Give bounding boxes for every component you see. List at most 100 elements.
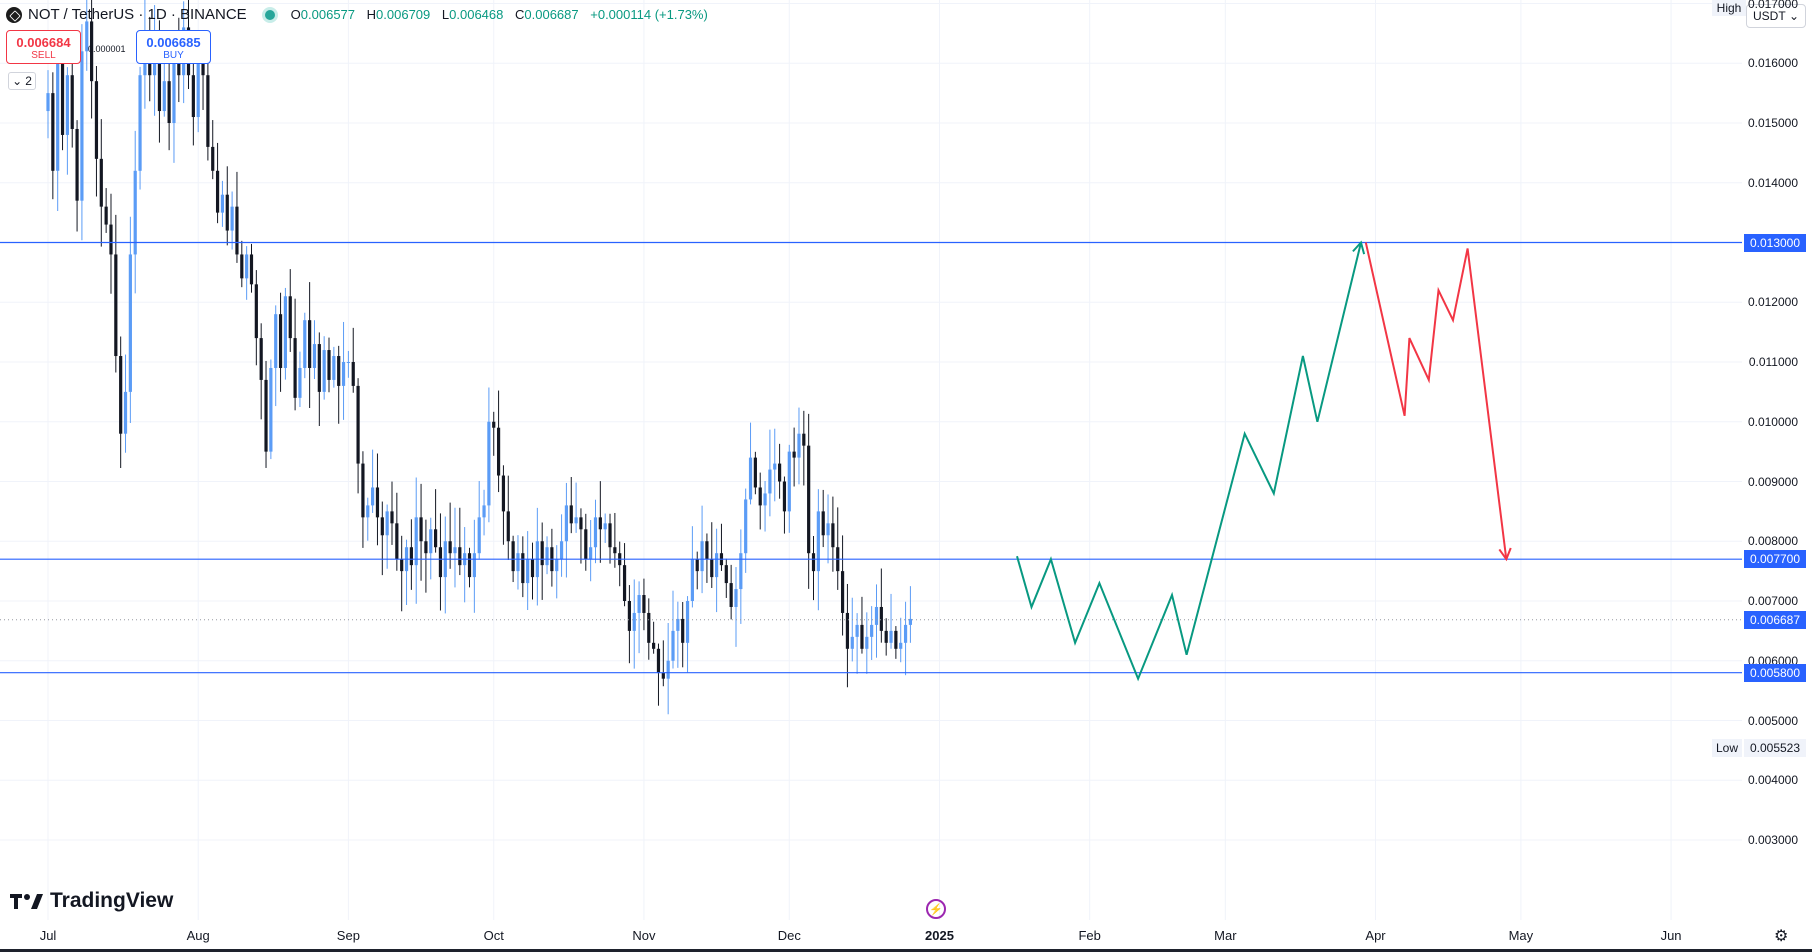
chevron-down-icon: ⌄: [12, 74, 23, 88]
time-tick-label: Aug: [186, 928, 210, 943]
settings-gear-icon[interactable]: ⚙: [1774, 928, 1789, 945]
candle-body: [119, 356, 123, 434]
candle-body: [191, 75, 195, 118]
projection-path-up[interactable]: [1016, 242, 1362, 682]
candle-body: [763, 493, 767, 506]
candle-body: [308, 320, 312, 368]
candle-body: [748, 457, 753, 500]
candle-body: [492, 421, 496, 428]
candle-body: [128, 254, 132, 392]
go-to-realtime-icon[interactable]: ⚡: [926, 899, 946, 919]
candle-body: [598, 517, 602, 530]
price-tick-label: 0.012000: [1747, 295, 1798, 310]
level-price-tag: 0.013000: [1744, 233, 1806, 252]
candle-body: [676, 618, 680, 631]
candle-body: [298, 367, 302, 398]
candle-body: [327, 350, 331, 380]
candle-body: [681, 618, 685, 643]
buy-button[interactable]: 0.006685 BUY: [136, 30, 211, 64]
candle-body: [167, 81, 171, 123]
candle-body: [429, 529, 433, 554]
candle-body: [211, 146, 215, 171]
time-tick-label: Apr: [1365, 928, 1386, 943]
time-tick-label: Mar: [1214, 928, 1237, 943]
candle-body: [395, 523, 399, 560]
projection-arrowhead-down: [1498, 547, 1512, 562]
time-tick-label: May: [1508, 928, 1534, 943]
time-tick-label: Nov: [632, 928, 656, 943]
candle-body: [671, 630, 675, 661]
candle-body: [90, 21, 94, 82]
candle-body: [351, 362, 355, 386]
candle-body: [685, 601, 690, 643]
candle-body: [424, 541, 428, 554]
candle-body: [870, 624, 874, 637]
candle-body: [559, 541, 564, 560]
candle-body: [225, 194, 229, 231]
candle-body: [593, 517, 598, 548]
price-tick-label: 0.014000: [1747, 175, 1798, 190]
price-tick-label: 0.005000: [1747, 713, 1798, 728]
candle-body: [506, 511, 510, 542]
candle-body: [715, 553, 719, 578]
candle-body: [341, 362, 346, 386]
time-tick-label: Oct: [483, 928, 504, 943]
candle-body: [65, 75, 69, 135]
candle-body: [632, 612, 636, 631]
projection-path-down[interactable]: [1364, 242, 1508, 560]
price-tick-label: 0.016000: [1747, 56, 1798, 71]
candle-body: [739, 553, 743, 590]
low-value-tag: 0.005523: [1744, 739, 1806, 757]
candle-body: [608, 523, 612, 548]
candle-body: [51, 93, 55, 171]
candle-body: [545, 547, 549, 566]
symbol-info: NOT / TetherUS · 1D · BINANCE O0.006577 …: [6, 6, 716, 23]
coin-logo-icon: [6, 6, 22, 23]
candle-body: [705, 541, 709, 560]
candle-body: [346, 362, 350, 363]
candle-body: [288, 296, 292, 339]
candle-body: [782, 481, 787, 512]
candle-body: [826, 523, 830, 536]
candle-body: [903, 624, 908, 643]
candle-body: [758, 487, 762, 506]
currency-select[interactable]: USDT ⌄: [1746, 4, 1806, 28]
candle-body: [695, 559, 699, 572]
candle-body: [438, 547, 443, 578]
candle-body: [792, 451, 796, 458]
time-tick-label: Jul: [39, 928, 57, 943]
sell-button[interactable]: 0.006684 SELL: [6, 30, 81, 64]
symbol-title[interactable]: NOT / TetherUS · 1D · BINANCE: [28, 6, 247, 23]
candle-body: [361, 463, 365, 518]
candle-body: [332, 356, 336, 380]
candle-body: [729, 583, 733, 607]
candle-body: [889, 630, 893, 643]
tradingview-logo[interactable]: TradingView: [10, 889, 173, 913]
candle-body: [220, 194, 225, 213]
level-price-tag: 0.007700: [1744, 550, 1806, 569]
level-price-tag: 0.005800: [1744, 663, 1806, 682]
candle-body: [249, 254, 254, 285]
candle-body: [380, 517, 384, 536]
candle-body: [879, 606, 883, 631]
candle-body: [855, 624, 859, 637]
low-label: Low: [1712, 739, 1742, 757]
candle-body: [322, 350, 326, 392]
chevron-down-icon: ⌄: [1788, 9, 1799, 23]
candle-body: [724, 565, 728, 584]
candle-body: [753, 457, 757, 488]
candle-body: [104, 206, 108, 225]
candle-body: [235, 206, 239, 255]
candle-body: [574, 517, 578, 524]
candle-body: [56, 63, 60, 171]
candle-body: [768, 469, 772, 494]
candle-body: [710, 559, 714, 578]
indicators-toggle[interactable]: ⌄ 2: [8, 72, 36, 90]
high-label: High: [1712, 0, 1746, 16]
candle-body: [642, 595, 646, 613]
candle-body: [496, 427, 501, 476]
candle-body: [385, 511, 389, 536]
candle-body: [908, 618, 913, 625]
candle-body: [797, 433, 801, 458]
